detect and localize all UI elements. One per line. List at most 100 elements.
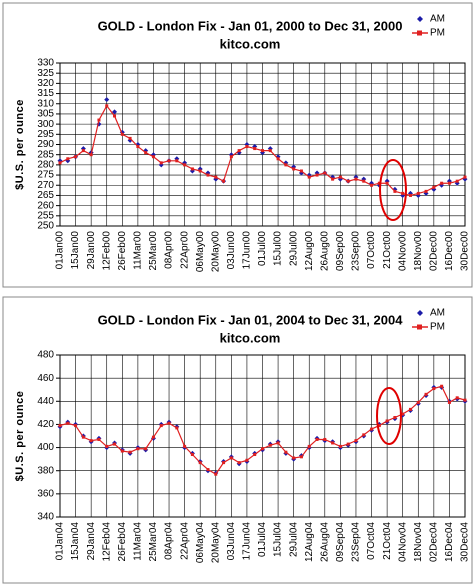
point-marker	[401, 191, 405, 195]
point-marker	[159, 161, 163, 165]
point-marker	[66, 157, 70, 161]
point-marker	[338, 444, 342, 448]
point-marker	[97, 118, 101, 122]
point-marker	[408, 407, 412, 411]
point-marker	[183, 163, 187, 167]
chart-title: GOLD - London Fix - Jan 01, 2004 to Dec …	[98, 312, 404, 327]
point-marker	[136, 447, 140, 451]
point-marker	[198, 461, 202, 465]
x-tick-label: 25Mar04	[148, 522, 159, 562]
x-tick-label: 20May00	[210, 231, 221, 273]
x-tick-label: 22Apr04	[179, 522, 190, 560]
x-tick-label: 15Jul04	[273, 522, 284, 557]
x-tick-label: 26Aug04	[319, 522, 330, 562]
point-marker	[455, 396, 459, 400]
x-tick-label: 08Apr00	[164, 231, 175, 269]
point-marker	[385, 419, 389, 423]
point-marker	[354, 177, 358, 181]
y-tick-label: 420	[37, 419, 54, 430]
point-marker	[97, 437, 101, 441]
point-marker	[214, 472, 218, 476]
point-marker	[346, 179, 350, 183]
point-marker	[408, 193, 412, 197]
point-marker	[307, 444, 311, 448]
point-marker	[331, 441, 335, 445]
x-tick-label: 18Nov00	[413, 231, 424, 271]
point-marker	[245, 145, 249, 149]
y-tick-label: 275	[37, 170, 54, 181]
point-marker	[222, 179, 226, 183]
y-tick-label: 330	[37, 58, 54, 69]
point-marker	[167, 159, 171, 163]
x-tick-label: 29Jul04	[288, 522, 299, 557]
point-marker	[338, 175, 342, 179]
point-marker	[463, 398, 467, 402]
point-marker	[89, 153, 93, 157]
x-tick-label: 01Jan00	[55, 231, 66, 270]
point-marker	[167, 421, 171, 425]
point-marker	[416, 400, 420, 404]
x-tick-label: 12Feb00	[101, 231, 112, 271]
x-tick-label: 26Feb04	[117, 522, 128, 562]
point-marker	[190, 453, 194, 457]
point-marker	[81, 149, 85, 153]
x-tick-label: 23Sep04	[351, 522, 362, 562]
legend-marker	[417, 310, 423, 316]
highlight-ellipse	[379, 159, 407, 221]
point-marker	[144, 447, 148, 451]
y-tick-label: 310	[37, 98, 54, 109]
point-marker	[276, 441, 280, 445]
point-marker	[393, 415, 397, 419]
y-tick-label: 285	[37, 149, 54, 160]
point-marker	[284, 163, 288, 167]
point-marker	[323, 437, 327, 441]
x-tick-label: 08Apr04	[164, 522, 175, 560]
point-marker	[136, 145, 140, 149]
point-marker	[307, 175, 311, 179]
y-tick-label: 260	[37, 200, 54, 211]
x-tick-label: 12Aug00	[304, 231, 315, 271]
point-marker	[370, 427, 374, 431]
highlight-ellipse	[376, 387, 402, 445]
point-marker	[315, 437, 319, 441]
x-tick-label: 12Feb04	[101, 522, 112, 562]
point-marker	[261, 149, 264, 153]
point-marker	[253, 453, 257, 457]
y-tick-label: 460	[37, 373, 54, 384]
x-tick-label: 03Jun04	[226, 522, 237, 561]
y-axis-label: $U.S. per ounce	[14, 99, 26, 190]
point-marker	[432, 387, 436, 391]
point-marker	[331, 177, 335, 181]
point-marker	[401, 412, 405, 416]
legend-label: AM	[430, 14, 445, 25]
y-tick-label: 360	[37, 488, 54, 499]
point-marker	[268, 149, 272, 153]
y-tick-label: 380	[37, 465, 54, 476]
point-marker	[74, 155, 78, 159]
point-marker	[253, 147, 257, 151]
legend-marker	[417, 324, 422, 330]
point-marker	[393, 189, 397, 193]
point-marker	[175, 159, 179, 163]
legend-marker	[417, 16, 423, 22]
y-tick-label: 300	[37, 119, 54, 130]
x-tick-label: 09Sep00	[335, 231, 346, 271]
point-marker	[447, 181, 451, 185]
y-tick-label: 315	[37, 88, 54, 99]
x-tick-label: 17Jun00	[242, 231, 253, 270]
point-marker	[292, 456, 296, 460]
point-marker	[370, 183, 374, 187]
x-tick-label: 15Jan04	[70, 522, 81, 561]
x-tick-label: 06May04	[195, 522, 206, 564]
y-tick-label: 340	[37, 512, 54, 523]
x-tick-label: 15Jul00	[273, 231, 284, 266]
x-tick-label: 12Aug04	[304, 522, 315, 562]
point-marker	[424, 189, 428, 193]
point-marker	[190, 167, 194, 171]
x-tick-label: 23Sep00	[351, 231, 362, 271]
point-marker	[89, 439, 93, 443]
x-tick-label: 21Oct00	[382, 231, 393, 269]
x-tick-label: 16Dec04	[444, 522, 455, 562]
point-marker	[58, 424, 62, 428]
